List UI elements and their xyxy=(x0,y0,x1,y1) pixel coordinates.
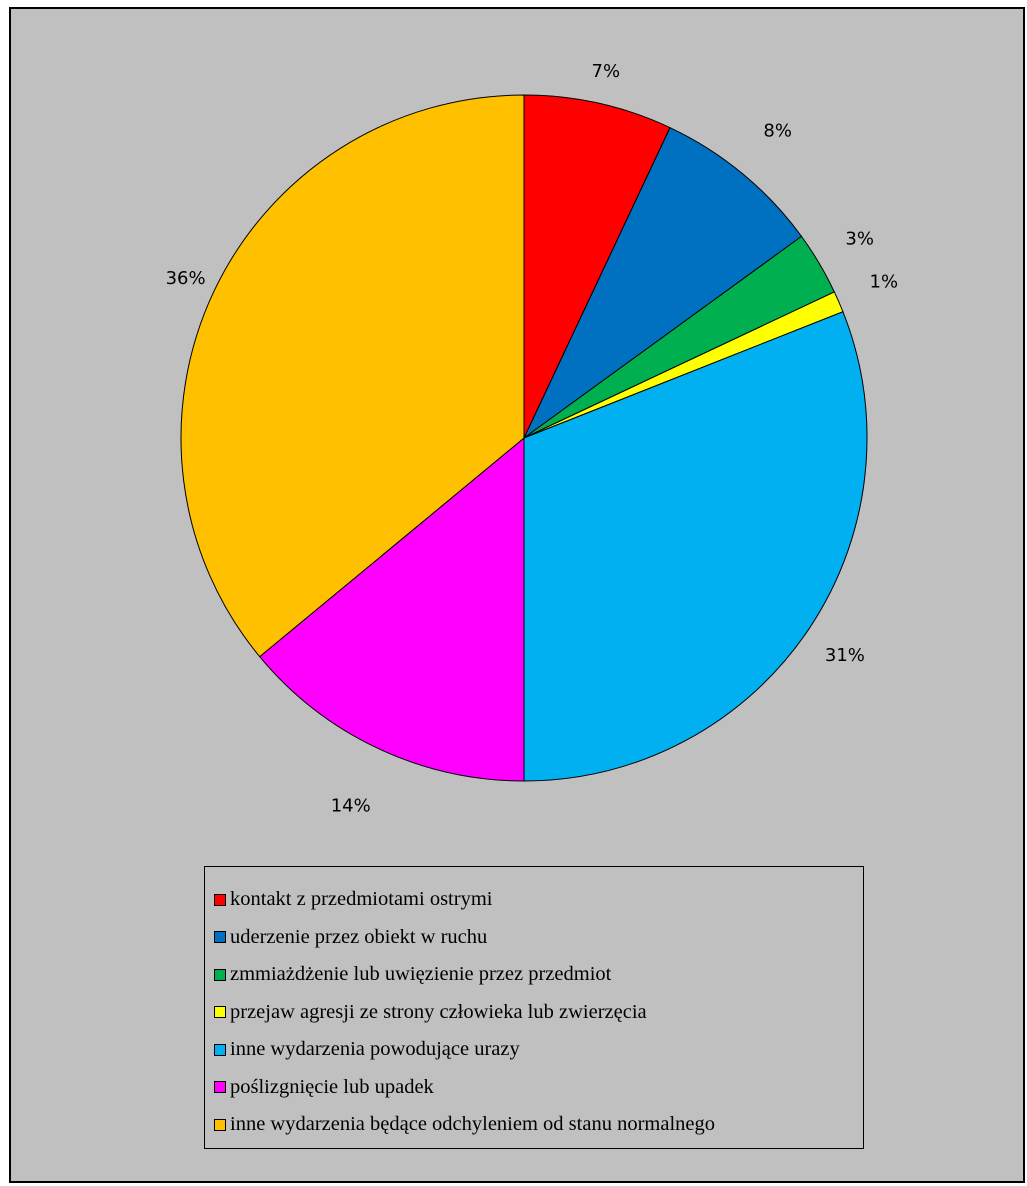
chart-frame: 7% 8% 3% 1% 31% 14% 36% kontakt z przedmiotami… xyxy=(9,7,1025,1183)
legend-item: poślizgnięcie lub upadek xyxy=(205,1069,863,1107)
pie-data-label: 8% xyxy=(763,120,792,141)
pie-slice xyxy=(259,436,525,782)
legend-swatch xyxy=(214,893,226,906)
legend-item: uderzenie przez obiekt w ruchu xyxy=(205,919,863,957)
pie-data-label: 36% xyxy=(166,268,206,289)
pie-data-label: 7% xyxy=(592,61,621,82)
pie-slices xyxy=(180,94,868,782)
pie-data-labels: 7% 8% 3% 1% 31% 14% 36% xyxy=(166,61,898,816)
pie-chart: 7% 8% 3% 1% 31% 14% 36% xyxy=(166,61,898,816)
pie-data-label: 14% xyxy=(331,795,371,816)
pie-slice xyxy=(523,94,671,439)
pie-slice xyxy=(523,126,803,439)
legend-swatch xyxy=(214,968,226,981)
legend-swatch xyxy=(214,1043,226,1056)
pie-slice xyxy=(180,94,525,658)
legend-label: przejaw agresji ze strony człowieka lub … xyxy=(230,1000,647,1023)
pie-slice xyxy=(523,311,868,782)
pie-data-label: 1% xyxy=(870,271,899,292)
legend-label: inne wydarzenia będące odchyleniem od st… xyxy=(230,1113,715,1136)
legend-item: inne wydarzenia będące odchyleniem od st… xyxy=(205,1106,863,1144)
legend-swatch xyxy=(214,1006,226,1019)
pie-data-label: 31% xyxy=(825,645,865,666)
legend-label: zmmiażdżenie lub uwięzienie przez przedm… xyxy=(230,963,612,986)
legend-swatch xyxy=(214,1118,226,1131)
legend-swatch xyxy=(214,931,226,944)
legend-item: kontakt z przedmiotami ostrymi xyxy=(205,881,863,919)
legend-item: zmmiażdżenie lub uwięzienie przez przedm… xyxy=(205,956,863,994)
legend-label: uderzenie przez obiekt w ruchu xyxy=(230,925,488,948)
chart-legend: kontakt z przedmiotami ostrymi uderzenie … xyxy=(204,866,864,1149)
legend-label: poślizgnięcie lub upadek xyxy=(230,1075,434,1098)
legend-label: kontakt z przedmiotami ostrymi xyxy=(230,888,493,911)
legend-label: inne wydarzenia powodujące urazy xyxy=(230,1038,520,1061)
legend-swatch xyxy=(214,1081,226,1094)
pie-data-label: 3% xyxy=(845,229,874,250)
legend-item: inne wydarzenia powodujące urazy xyxy=(205,1031,863,1069)
legend-item: przejaw agresji ze strony człowieka lub … xyxy=(205,994,863,1032)
